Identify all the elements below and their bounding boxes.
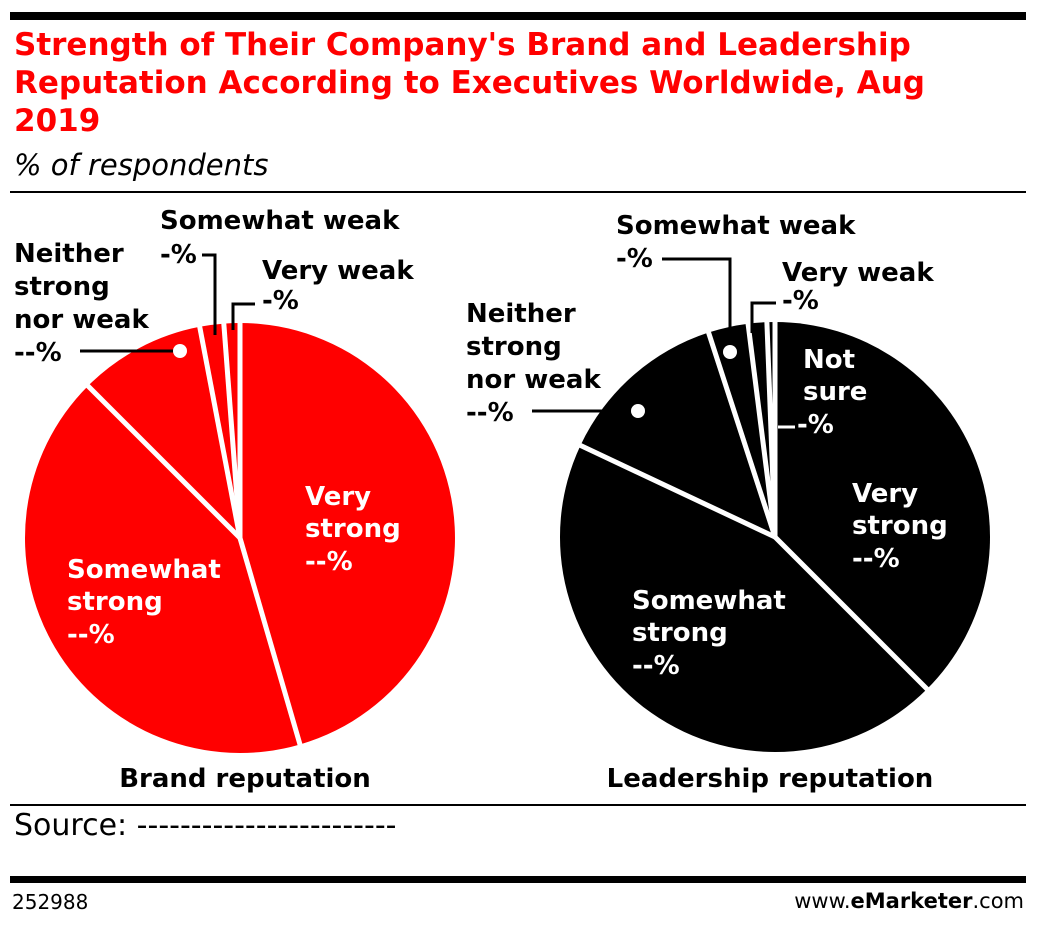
slice-divider bbox=[85, 383, 242, 540]
leader-line-very-weak bbox=[231, 302, 255, 330]
slice-divider bbox=[578, 442, 777, 540]
source-note: Source: ------------------------ bbox=[14, 808, 397, 843]
source-rule bbox=[10, 804, 1026, 806]
slice-value-somewhat-weak: -% bbox=[616, 244, 653, 274]
slice-label-very-weak: Very weak bbox=[262, 256, 414, 286]
slice-label-very-strong: strong bbox=[305, 514, 401, 544]
slice-value-somewhat-weak: -% bbox=[160, 240, 197, 270]
slice-label-somewhat-strong: strong bbox=[67, 587, 163, 617]
slice-divider bbox=[773, 535, 930, 692]
pie-caption-brand-reputation: Brand reputation bbox=[119, 764, 371, 794]
slice-label-not-sure: sure bbox=[803, 377, 867, 407]
slice-value-neither-strong-nor-weak: --% bbox=[466, 398, 514, 428]
slice-divider bbox=[221, 322, 243, 539]
header-rule bbox=[10, 191, 1026, 193]
slice-value-neither-strong-nor-weak: --% bbox=[14, 338, 62, 368]
slice-value-somewhat-strong: --% bbox=[632, 651, 680, 681]
slice-value-very-weak: -% bbox=[262, 286, 299, 316]
leader-dot-neither-strong-nor-weak bbox=[173, 344, 187, 358]
pie-slice-somewhat-strong bbox=[559, 445, 928, 753]
leader-line-somewhat-weak bbox=[662, 257, 732, 355]
pie-slice-neither-strong-nor-weak bbox=[87, 326, 240, 538]
chart-id: 252988 bbox=[12, 890, 89, 914]
pie-slice-neither-strong-nor-weak bbox=[580, 332, 775, 537]
chart-subtitle: % of respondents bbox=[14, 148, 269, 182]
slice-label-neither-strong-nor-weak: nor weak bbox=[14, 305, 149, 335]
slice-value-very-weak: -% bbox=[782, 286, 819, 316]
logo-brand-e: e bbox=[850, 889, 865, 913]
slice-label-somewhat-strong: Somewhat bbox=[632, 586, 786, 616]
bottom-bar bbox=[10, 876, 1026, 883]
slice-label-neither-strong-nor-weak: strong bbox=[14, 272, 110, 302]
leader-dot-somewhat-weak bbox=[723, 345, 737, 359]
slice-label-somewhat-strong: strong bbox=[632, 618, 728, 648]
top-bar bbox=[10, 12, 1026, 20]
logo-brand: Marketer bbox=[864, 889, 973, 913]
logo-suffix: .com bbox=[972, 889, 1024, 913]
slice-divider bbox=[705, 330, 778, 538]
leader-dot-neither-strong-nor-weak bbox=[631, 404, 645, 418]
pie-slice-very-strong bbox=[240, 323, 455, 745]
slice-label-very-weak: Very weak bbox=[782, 258, 934, 288]
emarketer-logo: www.eMarketer.com bbox=[794, 889, 1024, 913]
slice-value-very-strong: --% bbox=[852, 544, 900, 574]
slice-label-very-strong: strong bbox=[852, 511, 948, 541]
slice-divider bbox=[745, 322, 778, 538]
slice-value-very-strong: --% bbox=[305, 547, 353, 577]
chart-title: Strength of Their Company's Brand and Le… bbox=[14, 27, 925, 139]
slice-divider bbox=[237, 537, 303, 747]
slice-divider bbox=[197, 325, 243, 539]
slice-label-somewhat-weak: Somewhat weak bbox=[160, 206, 400, 236]
slice-label-very-strong: Very bbox=[852, 479, 918, 509]
leader-line-very-weak bbox=[750, 301, 776, 333]
slice-label-neither-strong-nor-weak: Neither bbox=[466, 299, 576, 329]
slice-label-somewhat-strong: Somewhat bbox=[67, 555, 221, 585]
slice-label-very-strong: Very bbox=[305, 482, 371, 512]
slice-label-neither-strong-nor-weak: strong bbox=[466, 332, 562, 362]
slice-value-somewhat-strong: --% bbox=[67, 620, 115, 650]
slice-label-neither-strong-nor-weak: nor weak bbox=[466, 365, 601, 395]
slice-divider bbox=[764, 321, 778, 538]
logo-prefix: www. bbox=[794, 889, 851, 913]
pie-caption-leadership-reputation: Leadership reputation bbox=[607, 764, 934, 794]
pie-slice-very-strong bbox=[775, 321, 991, 690]
slice-value-not-sure: -% bbox=[797, 410, 834, 440]
slice-label-not-sure: Not bbox=[803, 345, 855, 375]
leader-line-somewhat-weak bbox=[202, 253, 217, 335]
slice-label-somewhat-weak: Somewhat weak bbox=[616, 211, 856, 241]
slice-label-neither-strong-nor-weak: Neither bbox=[14, 239, 124, 269]
pie-slice-somewhat-strong bbox=[24, 385, 300, 753]
